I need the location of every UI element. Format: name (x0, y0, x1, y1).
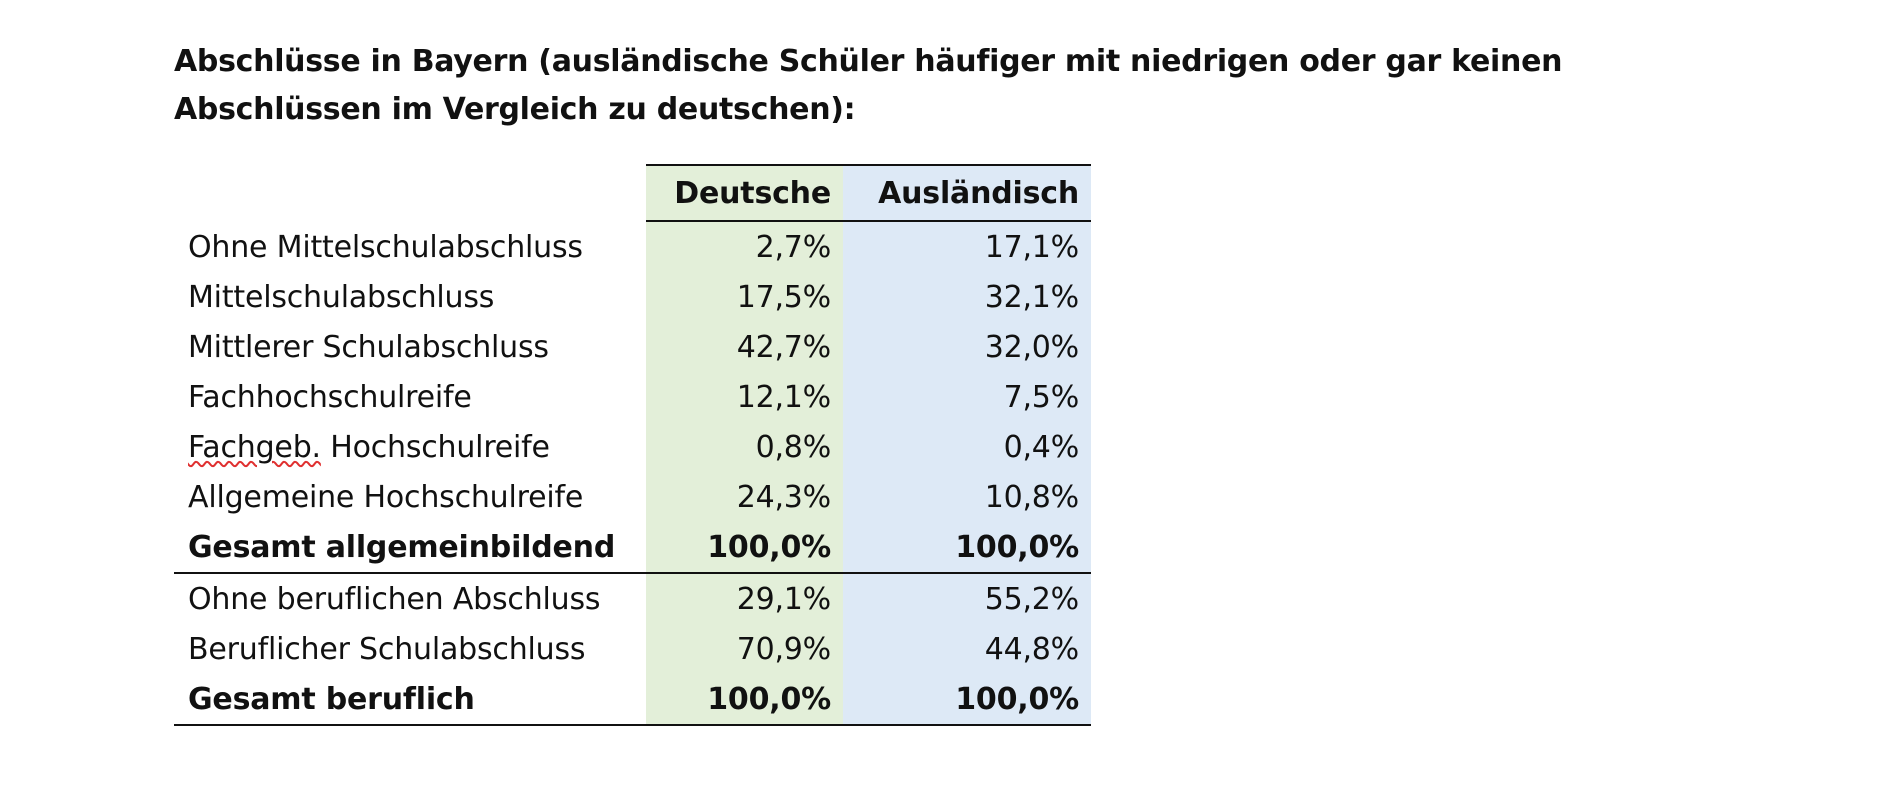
row-label: Allgemeine Hochschulreife (188, 479, 584, 515)
row-label: Mittelschulabschluss (188, 279, 495, 315)
row-label: Ohne Mittelschulabschluss (188, 229, 583, 265)
graduation-table: Deutsche Ausländisch Ohne Mittelschulabs… (174, 164, 1091, 726)
table-row: Ohne beruflichen Abschluss 29,1% 55,2% (174, 574, 1091, 624)
value-auslaendisch: 0,4% (843, 422, 1091, 472)
table-row: Fachgeb. Hochschulreife 0,8% 0,4% (174, 422, 1091, 472)
table-header-row: Deutsche Ausländisch (646, 164, 1091, 222)
value-deutsche: 0,8% (646, 422, 843, 472)
row-label: Gesamt beruflich (188, 681, 475, 717)
row-label: Fachgeb. Hochschulreife (174, 422, 646, 472)
total-row-vocational: Gesamt beruflich 100,0% 100,0% (174, 674, 1091, 726)
header-auslaendisch: Ausländisch (843, 166, 1091, 220)
table-row: Fachhochschulreife 12,1% 7,5% (174, 372, 1091, 422)
value-auslaendisch: 100,0% (843, 522, 1091, 572)
value-auslaendisch: 10,8% (843, 472, 1091, 522)
value-deutsche: 24,3% (646, 472, 843, 522)
value-auslaendisch: 44,8% (843, 624, 1091, 674)
row-label: Fachhochschulreife (188, 379, 472, 415)
value-auslaendisch: 32,0% (843, 322, 1091, 372)
value-deutsche: 12,1% (646, 372, 843, 422)
total-row-general: Gesamt allgemeinbildend 100,0% 100,0% (174, 522, 1091, 574)
value-deutsche: 29,1% (646, 574, 843, 624)
value-auslaendisch: 100,0% (843, 674, 1091, 724)
value-auslaendisch: 17,1% (843, 222, 1091, 272)
value-deutsche: 70,9% (646, 624, 843, 674)
header-deutsche: Deutsche (646, 166, 843, 220)
row-label-rest: Hochschulreife (320, 429, 550, 465)
row-label: Gesamt allgemeinbildend (188, 529, 616, 565)
row-label: Mittlerer Schulabschluss (188, 329, 549, 365)
document-title: Abschlüsse in Bayern (ausländische Schül… (174, 44, 1563, 127)
value-deutsche: 100,0% (646, 674, 843, 724)
value-auslaendisch: 55,2% (843, 574, 1091, 624)
row-label: Ohne beruflichen Abschluss (188, 581, 601, 617)
table-row: Allgemeine Hochschulreife 24,3% 10,8% (174, 472, 1091, 522)
value-auslaendisch: 7,5% (843, 372, 1091, 422)
table-row: Mittlerer Schulabschluss 42,7% 32,0% (174, 322, 1091, 372)
value-deutsche: 42,7% (646, 322, 843, 372)
value-auslaendisch: 32,1% (843, 272, 1091, 322)
table-row: Ohne Mittelschulabschluss 2,7% 17,1% (174, 222, 1091, 272)
value-deutsche: 2,7% (646, 222, 843, 272)
value-deutsche: 17,5% (646, 272, 843, 322)
row-label: Beruflicher Schulabschluss (188, 631, 586, 667)
table-row: Beruflicher Schulabschluss 70,9% 44,8% (174, 624, 1091, 674)
spellcheck-flagged-word[interactable]: Fachgeb. (188, 429, 321, 465)
table-row: Mittelschulabschluss 17,5% 32,1% (174, 272, 1091, 322)
value-deutsche: 100,0% (646, 522, 843, 572)
